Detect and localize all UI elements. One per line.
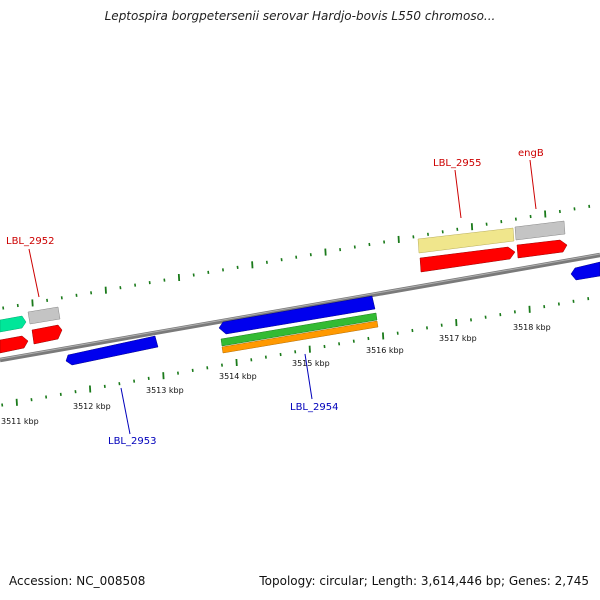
leader-engB [529,159,537,210]
gene-label-lbl2954[interactable]: LBL_2954 [290,402,338,413]
gene-blue-lbl2954[interactable] [218,295,376,335]
genome-summary-text: Topology: circular; Length: 3,614,446 bp… [259,574,589,588]
leader-lbl2952 [28,248,40,298]
map-title: Leptospira borgpetersenii serovar Hardjo… [104,9,496,23]
scale-label-3514: 3514 kbp [219,372,257,381]
gene-label-lbl2953[interactable]: LBL_2953 [108,436,156,447]
genome-backbone [0,252,600,363]
gene-red-lbl2955[interactable] [419,246,516,273]
gene-red-engB[interactable] [516,239,568,259]
scale-label-3518: 3518 kbp [513,323,551,332]
scale-label-3511: 3511 kbp [1,417,39,426]
gene-teal-partial[interactable] [0,315,27,333]
gene-gray-lbl2952[interactable] [27,306,61,325]
gene-khaki-lbl2955[interactable] [417,227,515,254]
gene-orange-cds[interactable] [221,320,379,354]
scale-label-3517: 3517 kbp [439,334,477,343]
scale-label-3516: 3516 kbp [366,346,404,355]
scale-label-3515: 3515 kbp [292,359,330,368]
gene-blue-lbl2953[interactable] [65,335,159,366]
scale-label-3513: 3513 kbp [146,386,184,395]
leader-lbl2954 [304,353,313,400]
scale-label-3512: 3512 kbp [73,402,111,411]
inner-tick-row [1,296,590,407]
gene-gray-engB[interactable] [514,220,566,241]
gene-label-lbl2955[interactable]: LBL_2955 [433,158,481,169]
gene-red-lbl2952[interactable] [31,324,63,345]
leader-lbl2953 [120,387,131,435]
gene-green-cds[interactable] [220,312,378,347]
gene-label-engB[interactable]: engB [518,148,544,159]
leader-lbl2955 [454,169,462,219]
gene-blue-partial-right[interactable] [570,261,600,281]
gene-red-partial[interactable] [0,335,29,354]
outer-tick-row [2,204,591,310]
gene-label-lbl2952[interactable]: LBL_2952 [6,236,54,247]
genome-backbone-highlight [0,253,600,360]
accession-text: Accession: NC_008508 [9,574,146,588]
